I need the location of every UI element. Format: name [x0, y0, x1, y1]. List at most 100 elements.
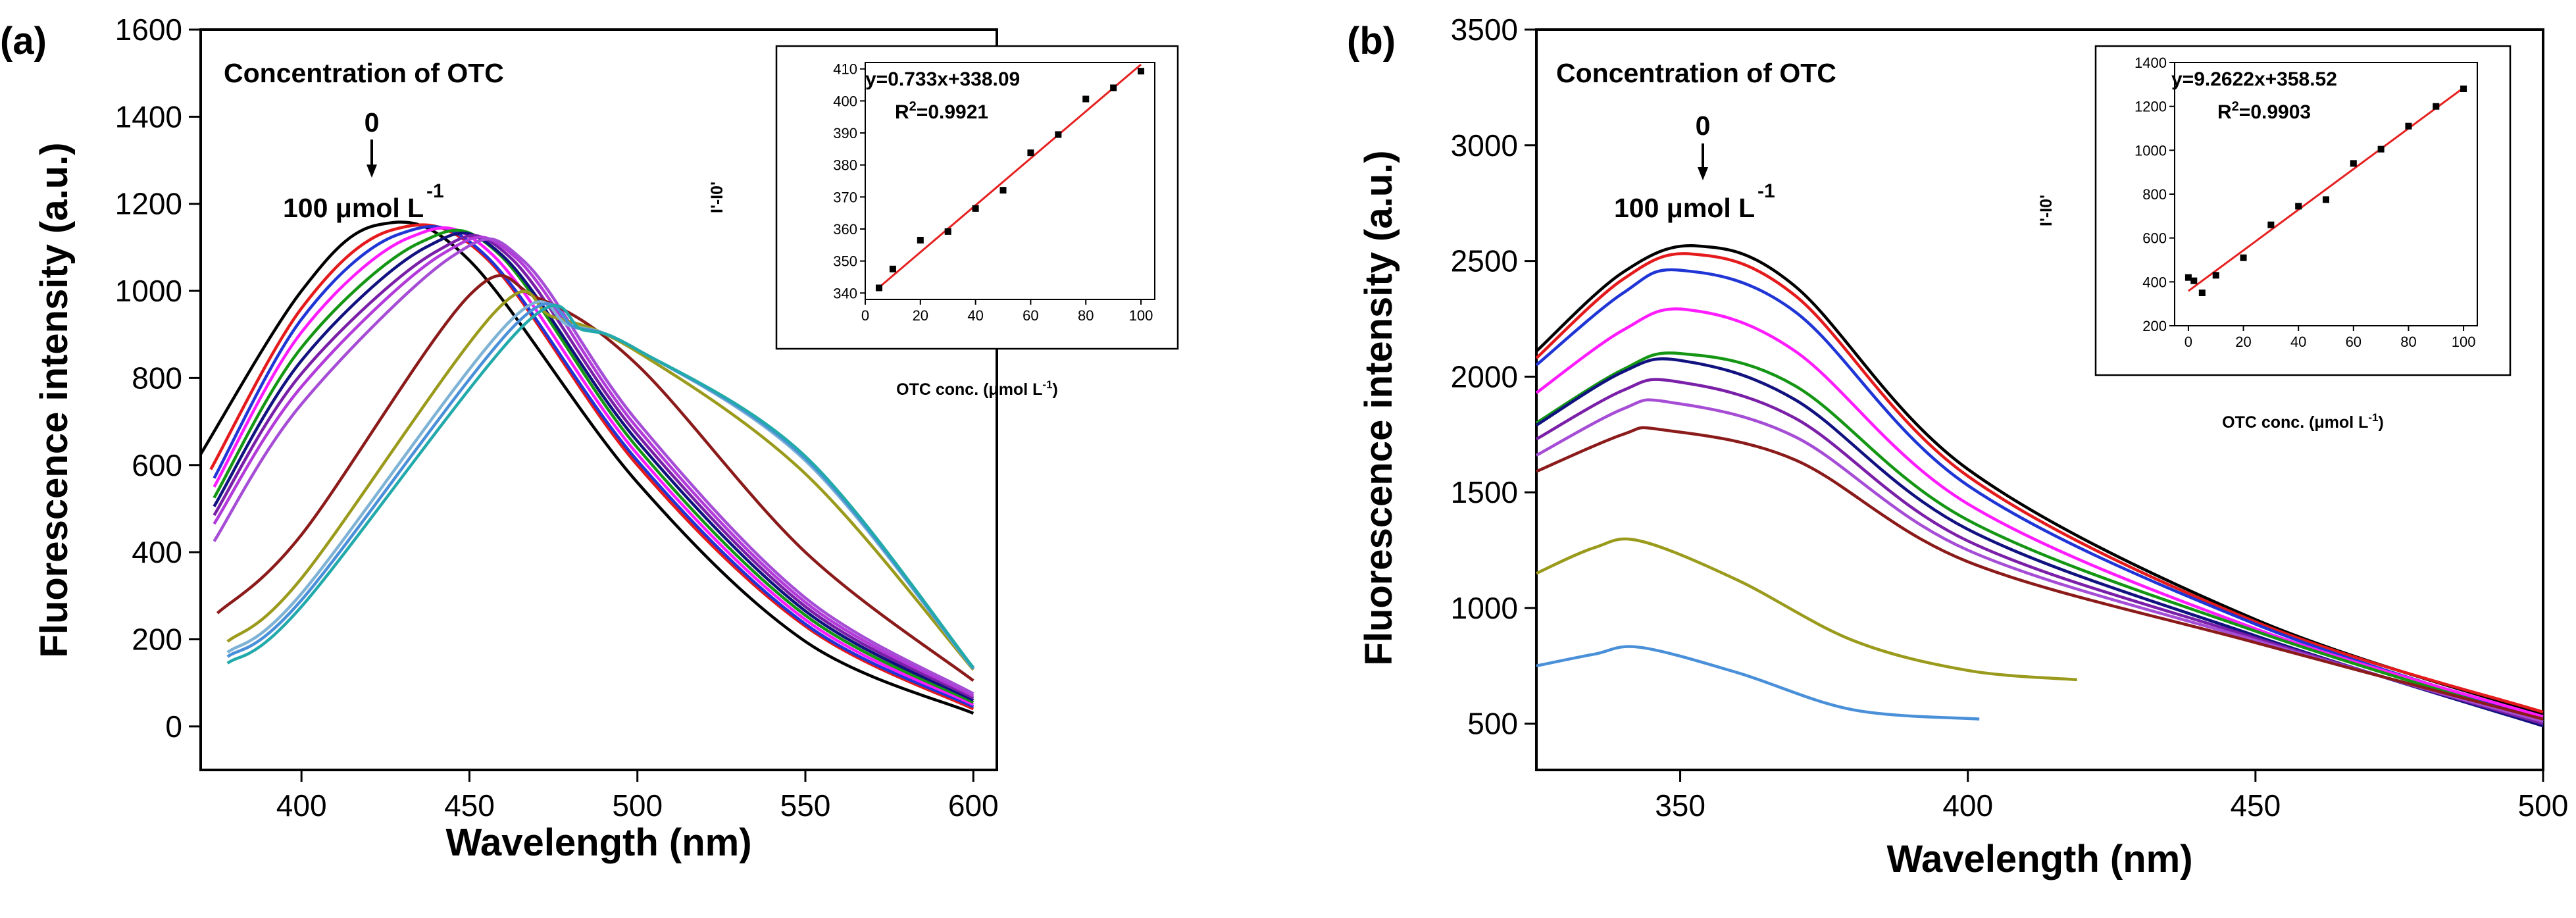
panel-a-inset-frame [775, 45, 1179, 350]
inset-a-axes-frame [865, 62, 1155, 300]
panel-a-series-line-11 [226, 290, 975, 671]
panel-b-inset-frame [2094, 45, 2512, 376]
inset-a-ytick-label: 410 [833, 61, 857, 78]
panel-a-series-group [199, 220, 975, 715]
panel-b-ytick-label: 3000 [1451, 128, 1518, 163]
inset-b-ytick-label: 1400 [2134, 55, 2167, 71]
panel-a-ytick-label: 400 [132, 535, 182, 569]
panel-b-inset-x-title: OTC conc. (μmol L-1) [2222, 411, 2384, 432]
panel-b-label: (b) [1347, 20, 1396, 63]
panel-b-ytick-label: 1500 [1451, 475, 1518, 509]
panel-b-ytick-label: 3500 [1451, 13, 1518, 47]
panel-a-annotation-start: 0 [365, 107, 380, 138]
inset-a-data-point [1110, 84, 1117, 91]
inset-b-xtick-label: 100 [2452, 334, 2476, 350]
inset-a-data-point [917, 237, 924, 243]
panel-b-series-line-9 [1536, 426, 2544, 721]
inset-b-xtick-label: 20 [2235, 334, 2251, 350]
inset-b-data-point [2212, 272, 2219, 279]
panel-a-ytick-label: 1000 [115, 274, 182, 308]
inset-b-data-point [2405, 122, 2412, 130]
inset-a-data-point [944, 228, 951, 235]
panel-b-annotation-end: 100 μmol L [1614, 193, 1755, 223]
panel-a-xtick-label: 400 [276, 788, 327, 823]
inset-a-xtick-label: 60 [1023, 307, 1038, 324]
panel-a-series-line-8 [213, 236, 974, 698]
panel-b-inset-x-axis: 0 20 40 60 80 100 [2185, 326, 2476, 350]
panel-a-series-line-13 [226, 302, 975, 670]
panel-b-xtick-label: 400 [1942, 788, 1993, 823]
inset-a-data-point [889, 265, 896, 272]
inset-b-data-point [2190, 277, 2198, 284]
panel-a-x-axis-title: Wavelength (nm) [445, 821, 751, 864]
inset-b-fit-line [2188, 87, 2464, 292]
panel-a-label: (a) [0, 20, 47, 63]
inset-b-ytick-label: 800 [2142, 186, 2167, 203]
panel-a-inset-y-axis: 340 350 360 370 380 390 400 410 [833, 61, 865, 301]
panel-a-series-line-6 [213, 231, 974, 702]
inset-a-ytick-label: 390 [833, 125, 857, 141]
panel-b-inset-x-title-text: OTC conc. (μmol L [2222, 413, 2368, 432]
panel-a-xtick-label: 450 [444, 788, 495, 823]
inset-b-xtick-label: 60 [2346, 334, 2361, 350]
panel-b-xtick-label: 500 [2518, 788, 2569, 823]
inset-a-ytick-label: 370 [833, 189, 857, 205]
panel-a-annotation-arrow [366, 140, 377, 178]
inset-b-data-point [2185, 274, 2192, 281]
inset-a-data-point [1055, 131, 1062, 138]
panel-b-inset-r2-value: =0.9903 [2239, 101, 2311, 123]
panel-a-inset-r2-prefix: R [895, 101, 909, 123]
inset-a-xtick-label: 80 [1078, 307, 1094, 324]
inset-b-ytick-label: 1200 [2134, 99, 2167, 115]
panel-b-inset-r2-exp: 2 [2232, 99, 2239, 114]
panel-a-inset-r2: R2=0.9921 [895, 99, 988, 123]
inset-a-xtick-label: 0 [861, 307, 869, 324]
inset-a-data-point [1138, 68, 1145, 75]
inset-b-xtick-label: 0 [2185, 334, 2192, 350]
panel-b-ytick-label: 1000 [1451, 591, 1518, 625]
panel-a-annotation-end-exp: -1 [426, 180, 444, 202]
inset-b-data-point [2323, 196, 2329, 203]
panel-b-annotation-end-exp: -1 [1757, 180, 1775, 202]
panel-a-ytick-label: 1200 [115, 187, 182, 221]
inset-b-axes-frame [2174, 62, 2478, 326]
panel-b-inset-x-title-exp: -1 [2368, 411, 2378, 424]
panel-b-ytick-label: 2000 [1451, 359, 1518, 394]
panel-a-series-line-14 [226, 304, 975, 669]
panel-a-ytick-label: 1400 [115, 99, 182, 134]
panel-b-series-line-4 [1535, 307, 2544, 719]
panel-b-xtick-label: 450 [2230, 788, 2281, 823]
panel-a-series-line-3 [213, 225, 974, 709]
inset-a-data-point [1027, 149, 1034, 157]
panel-a-annotation-title: Concentration of OTC [224, 58, 504, 88]
panel-b-inset-plot [2174, 62, 2478, 326]
panel-a-plot-frame [199, 28, 998, 771]
panel-a-ytick-label: 1600 [115, 13, 182, 47]
panel-b-xtick-label: 350 [1655, 788, 1705, 823]
panel-b-series-group [1535, 244, 2544, 728]
inset-b-data-point [2350, 160, 2357, 167]
panel-a-inset-y-title: I'-I0' [708, 182, 726, 213]
inset-a-data-point [875, 284, 882, 292]
inset-a-xtick-label: 20 [913, 307, 928, 324]
panel-b-series-line-10 [1536, 537, 2077, 682]
panel-a-xtick-label: 500 [612, 788, 663, 823]
panel-b-series-line-3 [1535, 268, 2544, 721]
panel-a-inset: 340 350 360 370 380 390 400 410 0 20 40 60 80 100 y=… [708, 45, 1179, 399]
panel-b-inset-equation: y=9.2622x+358.52 [2171, 68, 2337, 90]
panel-a-series-line-10 [216, 274, 974, 682]
panel-b-x-axis: 350 400 450 500 [1655, 770, 2568, 823]
inset-a-data-point [1082, 95, 1090, 103]
inset-a-ytick-label: 340 [833, 285, 857, 301]
inset-a-xtick-label: 100 [1129, 307, 1153, 324]
inset-a-data-point [999, 187, 1007, 194]
inset-b-data-point [2267, 221, 2275, 228]
panel-a-xtick-label: 600 [948, 788, 999, 823]
panel-b-inset-r2: R2=0.9903 [2217, 99, 2311, 123]
panel-a-ytick-label: 600 [132, 448, 182, 482]
panel-a-x-axis: 400 450 500 550 600 [276, 770, 999, 823]
panel-b-y-axis: 500 1000 1500 2000 2500 3000 3500 [1451, 13, 1536, 741]
panel-b-series-line-2 [1535, 252, 2544, 714]
